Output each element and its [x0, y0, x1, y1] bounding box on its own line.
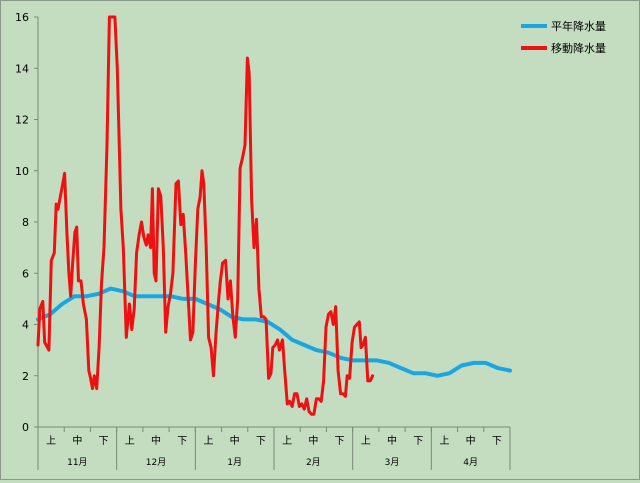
series-layer [36, 15, 512, 416]
x-sub-label: 中 [151, 434, 161, 447]
y-tick-label: 12 [15, 114, 29, 127]
x-sub-label: 上 [125, 435, 135, 447]
x-sub-label: 上 [282, 435, 292, 447]
series-line-normal-precip [36, 286, 512, 378]
x-sub-label: 上 [439, 435, 449, 447]
y-tick-label: 16 [15, 11, 29, 24]
y-tick-label: 0 [22, 421, 29, 434]
legend-label: 平年降水量 [551, 19, 606, 33]
x-sub-label: 下 [413, 436, 423, 447]
x-month-label: 4月 [463, 457, 478, 468]
y-tick-label: 8 [22, 216, 29, 229]
x-sub-label: 下 [335, 436, 345, 447]
x-sub-label: 上 [361, 435, 371, 447]
x-sub-label: 下 [177, 436, 187, 447]
x-sub-label: 上 [46, 435, 56, 447]
y-tick-label: 10 [15, 165, 29, 178]
x-sub-label: 中 [308, 434, 318, 447]
x-sub-label: 上 [203, 435, 213, 447]
x-sub-label: 中 [466, 434, 476, 447]
x-month-label: 1月 [227, 457, 242, 468]
x-sub-label: 下 [492, 436, 502, 447]
x-month-label: 11月 [67, 457, 87, 468]
x-sub-label: 中 [230, 434, 240, 447]
y-tick-label: 6 [22, 267, 29, 280]
x-sub-label: 下 [256, 436, 266, 447]
x-month-label: 3月 [385, 457, 400, 468]
axes: 0 2 4 6 8 10 12 14 16 上 中 下 上 中 下 上 中 下 上 中 下 上 中 下 上 中 下 11月 12月 1月 2… [15, 11, 511, 470]
series-line-moving-precip [36, 15, 375, 416]
legend-label: 移動降水量 [551, 41, 606, 55]
y-tick-label: 2 [22, 370, 29, 383]
x-sub-label: 中 [72, 434, 82, 447]
x-sub-label: 下 [99, 436, 109, 447]
x-month-label: 12月 [146, 457, 166, 468]
x-month-label: 2月 [306, 457, 321, 468]
x-sub-label: 中 [387, 434, 397, 447]
y-tick-label: 14 [15, 62, 29, 75]
y-tick-label: 4 [22, 319, 29, 332]
